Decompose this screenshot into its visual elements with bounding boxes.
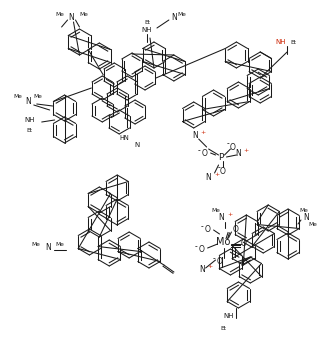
Text: O: O xyxy=(202,149,208,158)
Text: O: O xyxy=(240,240,246,249)
Text: -: - xyxy=(227,139,230,149)
Text: P: P xyxy=(218,153,224,162)
Text: O: O xyxy=(230,142,235,151)
Text: -: - xyxy=(217,163,220,173)
Text: +: + xyxy=(244,147,249,153)
Text: +: + xyxy=(200,130,205,135)
Text: N: N xyxy=(303,214,309,222)
Text: N: N xyxy=(45,244,51,253)
Text: N: N xyxy=(25,98,31,107)
Text: Me: Me xyxy=(211,207,220,213)
Text: Me: Me xyxy=(177,12,186,16)
Text: Me: Me xyxy=(55,241,64,246)
Text: NH: NH xyxy=(24,117,35,123)
Text: O: O xyxy=(232,226,238,234)
Text: NH: NH xyxy=(223,313,234,319)
Text: N: N xyxy=(199,265,204,274)
Text: Me: Me xyxy=(33,95,42,99)
Text: O: O xyxy=(217,257,223,266)
Text: Et: Et xyxy=(144,20,150,24)
Text: O: O xyxy=(199,245,204,253)
Text: +: + xyxy=(214,171,219,177)
Text: Me: Me xyxy=(31,241,40,246)
Text: Me: Me xyxy=(55,12,64,17)
Text: Me: Me xyxy=(300,207,308,213)
Text: N: N xyxy=(219,214,225,222)
Text: N: N xyxy=(192,131,197,139)
Text: N: N xyxy=(135,142,140,148)
Text: HN: HN xyxy=(119,135,129,141)
Text: Et: Et xyxy=(220,325,226,331)
Text: Et: Et xyxy=(27,127,33,132)
Text: NH: NH xyxy=(275,39,285,45)
Text: -: - xyxy=(194,242,197,252)
Text: O: O xyxy=(219,166,225,175)
Text: +: + xyxy=(207,265,212,269)
Text: Me: Me xyxy=(13,95,22,99)
Text: Mo: Mo xyxy=(216,237,231,247)
Text: +: + xyxy=(227,213,232,218)
Text: -: - xyxy=(200,222,203,232)
Text: Me: Me xyxy=(79,12,88,17)
Text: Me: Me xyxy=(308,222,317,226)
Text: N: N xyxy=(236,149,241,158)
Text: Et: Et xyxy=(290,40,296,44)
Text: -: - xyxy=(197,146,200,155)
Text: N: N xyxy=(69,13,74,23)
Text: -: - xyxy=(212,254,215,264)
Text: O: O xyxy=(205,225,211,233)
Text: N: N xyxy=(171,13,177,23)
Text: N: N xyxy=(206,173,211,182)
Text: NH: NH xyxy=(142,27,152,33)
